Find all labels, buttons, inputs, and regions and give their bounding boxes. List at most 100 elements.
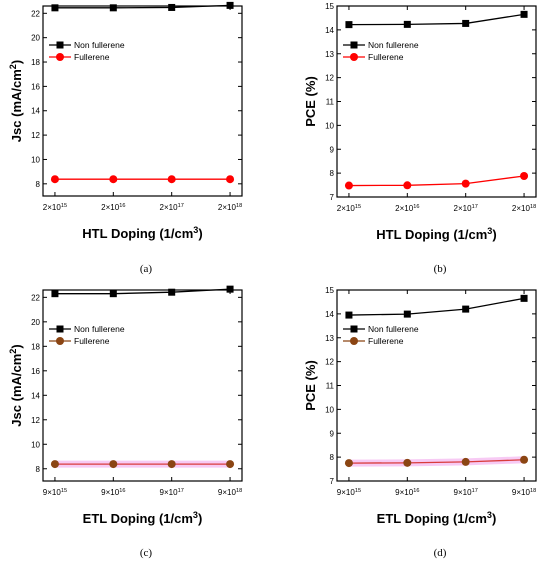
x-tick-label: 2×1016 [101, 203, 125, 212]
legend-marker-square [350, 41, 358, 49]
series-non-fullerene [51, 1, 234, 12]
plot-frame [336, 5, 537, 198]
data-point-circle [461, 179, 470, 188]
y-tick-label: 12 [31, 131, 40, 140]
data-point-circle [226, 460, 235, 469]
y-tick-label: 14 [325, 26, 334, 35]
y-tick-label: 12 [325, 74, 334, 83]
y-tick-label: 10 [31, 440, 40, 449]
chart-panel-d: 7 8 9 10 11 12 13 14 15 9×1015 9×1016 9×1017 9×1018 E… [303, 286, 537, 559]
x-tick-label: 2×1018 [512, 204, 536, 213]
series-line [54, 288, 231, 295]
series-non-fullerene [345, 294, 528, 319]
y-tick-label: 10 [325, 405, 334, 414]
data-point-square [109, 290, 117, 298]
data-point-circle [520, 455, 529, 464]
legend-marker-square [56, 325, 64, 333]
x-tick-label: 9×1015 [43, 488, 67, 497]
y-tick-label: 12 [31, 416, 40, 425]
series-fullerene [344, 171, 529, 190]
y-tick-label: 15 [325, 2, 334, 11]
y-tick-label: 14 [31, 107, 40, 116]
x-tick-label: 2×1017 [454, 204, 478, 213]
x-tick-label: 2×1017 [160, 203, 184, 212]
data-point-circle [50, 175, 59, 184]
y-tick-label: 18 [31, 58, 40, 67]
x-axis-label: ETL Doping (1/cm3) [83, 510, 203, 526]
data-point-square [345, 311, 353, 319]
series-non-fullerene [51, 285, 234, 298]
series-fullerene [50, 175, 235, 184]
data-point-circle [109, 460, 118, 469]
data-point-square [109, 4, 117, 12]
panel-caption: (b) [434, 263, 447, 275]
data-point-circle [520, 171, 529, 180]
legend-marker-circle [56, 53, 64, 61]
x-tick-label: 9×1015 [337, 488, 361, 497]
x-tick-label: 9×1018 [512, 488, 536, 497]
data-point-circle [226, 175, 235, 184]
legend-marker-circle [350, 337, 358, 345]
y-tick-label: 18 [31, 342, 40, 351]
x-axis-label: HTL Doping (1/cm3) [376, 226, 496, 242]
plot-frame [42, 289, 243, 482]
x-tick-label: 2×1016 [395, 204, 419, 213]
x-tick-label: 9×1017 [160, 488, 184, 497]
y-tick-label: 22 [31, 9, 40, 18]
x-axis-label: ETL Doping (1/cm3) [377, 510, 497, 526]
y-tick-label: 10 [31, 155, 40, 164]
series-line [348, 13, 525, 26]
data-point-circle [109, 175, 118, 184]
legend-marker-square [56, 41, 64, 49]
y-tick-label: 13 [325, 334, 334, 343]
data-point-circle [403, 181, 412, 190]
y-tick-label: 20 [31, 34, 40, 43]
legend: Non fullerene Fullerene [49, 40, 125, 62]
data-point-square [462, 305, 470, 313]
data-point-square [226, 285, 234, 293]
legend-entry: Non fullerene [368, 40, 419, 50]
legend-entry: Fullerene [368, 336, 404, 346]
series-fullerene [50, 460, 235, 469]
chart-panel-a: 8 10 12 14 16 18 20 22 2×1015 2×1016 2×1017 2×1018 H… [8, 1, 243, 275]
y-axis-label: PCE (%) [303, 76, 318, 127]
y-tick-label: 15 [325, 286, 334, 295]
data-point-square [462, 19, 470, 27]
data-point-square [520, 10, 528, 18]
legend-entry: Non fullerene [74, 40, 125, 50]
y-tick-label: 8 [330, 453, 335, 462]
y-tick-label: 14 [31, 391, 40, 400]
data-point-circle [344, 181, 353, 190]
legend-entry: Non fullerene [368, 324, 419, 334]
y-tick-label: 11 [326, 382, 335, 391]
legend: Non fullerene Fullerene [343, 40, 419, 62]
y-tick-label: 22 [31, 293, 40, 302]
data-point-square [51, 4, 59, 12]
y-tick-label: 12 [325, 358, 334, 367]
series-fullerene [344, 455, 529, 468]
legend-entry: Fullerene [74, 52, 110, 62]
y-tick-label: 20 [31, 318, 40, 327]
y-tick-label: 16 [31, 367, 40, 376]
series-line [348, 175, 525, 187]
y-tick-label: 8 [36, 465, 41, 474]
x-tick-label: 2×1015 [337, 204, 361, 213]
chart-panel-c: 8 10 12 14 16 18 20 22 9×1015 9×1016 9×1017 9×1018 E… [8, 285, 243, 559]
x-tick-label: 2×1015 [43, 203, 67, 212]
data-point-circle [461, 457, 470, 466]
panel-caption: (c) [140, 547, 153, 559]
data-point-square [168, 288, 176, 296]
data-point-circle [167, 460, 176, 469]
data-point-square [345, 21, 353, 29]
y-tick-label: 8 [330, 169, 335, 178]
x-axis-label: HTL Doping (1/cm3) [82, 225, 202, 241]
series-non-fullerene [345, 10, 528, 29]
x-tick-label: 9×1016 [101, 488, 125, 497]
legend-entry: Fullerene [368, 52, 404, 62]
series-line [54, 4, 231, 9]
legend-marker-circle [56, 337, 64, 345]
y-tick-label: 9 [330, 145, 335, 154]
plot-frame [42, 5, 243, 197]
data-point-square [226, 1, 234, 9]
